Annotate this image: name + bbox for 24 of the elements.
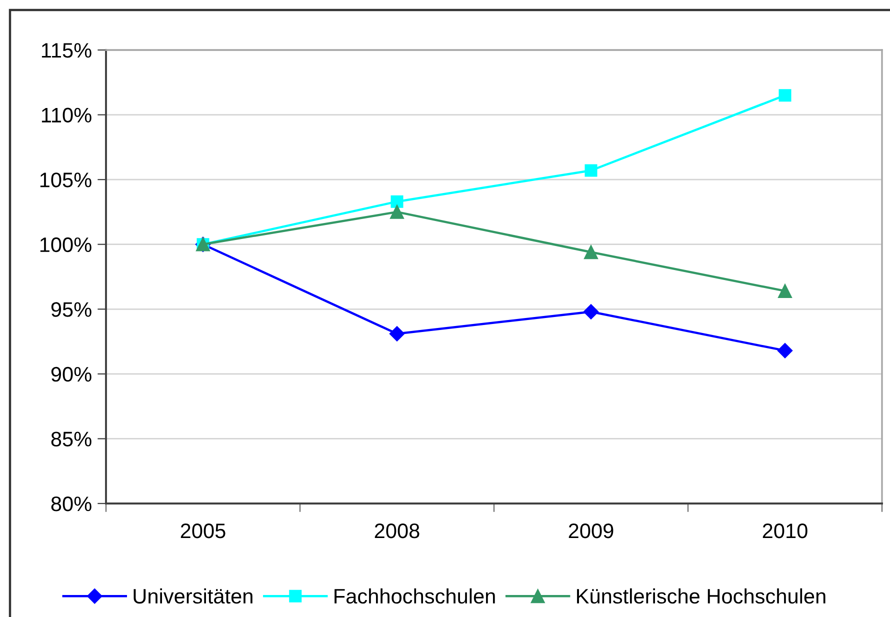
- y-tick-label: 85%: [51, 432, 92, 446]
- y-tick-label: 80%: [51, 496, 92, 512]
- y-tick-label: 105%: [40, 172, 92, 188]
- y-tick-label: 95%: [51, 302, 92, 317]
- y-tick-label: 115%: [42, 43, 92, 58]
- legend-label: Fachhochschulen: [334, 588, 495, 604]
- point: [583, 304, 599, 320]
- point: [778, 89, 792, 102]
- point: [390, 195, 404, 208]
- point: [777, 343, 793, 358]
- point: [584, 245, 598, 260]
- x-tick-label: 2008: [374, 523, 420, 538]
- x-tick-label: 2010: [762, 523, 808, 538]
- legend-label: Künstlerische Hochschulen: [577, 588, 826, 604]
- point: [778, 284, 792, 298]
- point: [390, 205, 404, 219]
- legend-label: Universitäten: [134, 588, 252, 604]
- y-tick-label: 90%: [51, 366, 92, 382]
- x-tick-label: 2005: [180, 523, 226, 538]
- y-tick-label: 110%: [42, 108, 92, 123]
- point: [584, 164, 598, 177]
- y-tick-label: 100%: [40, 237, 92, 252]
- point: [389, 326, 405, 342]
- x-tick-label: 2009: [568, 523, 614, 538]
